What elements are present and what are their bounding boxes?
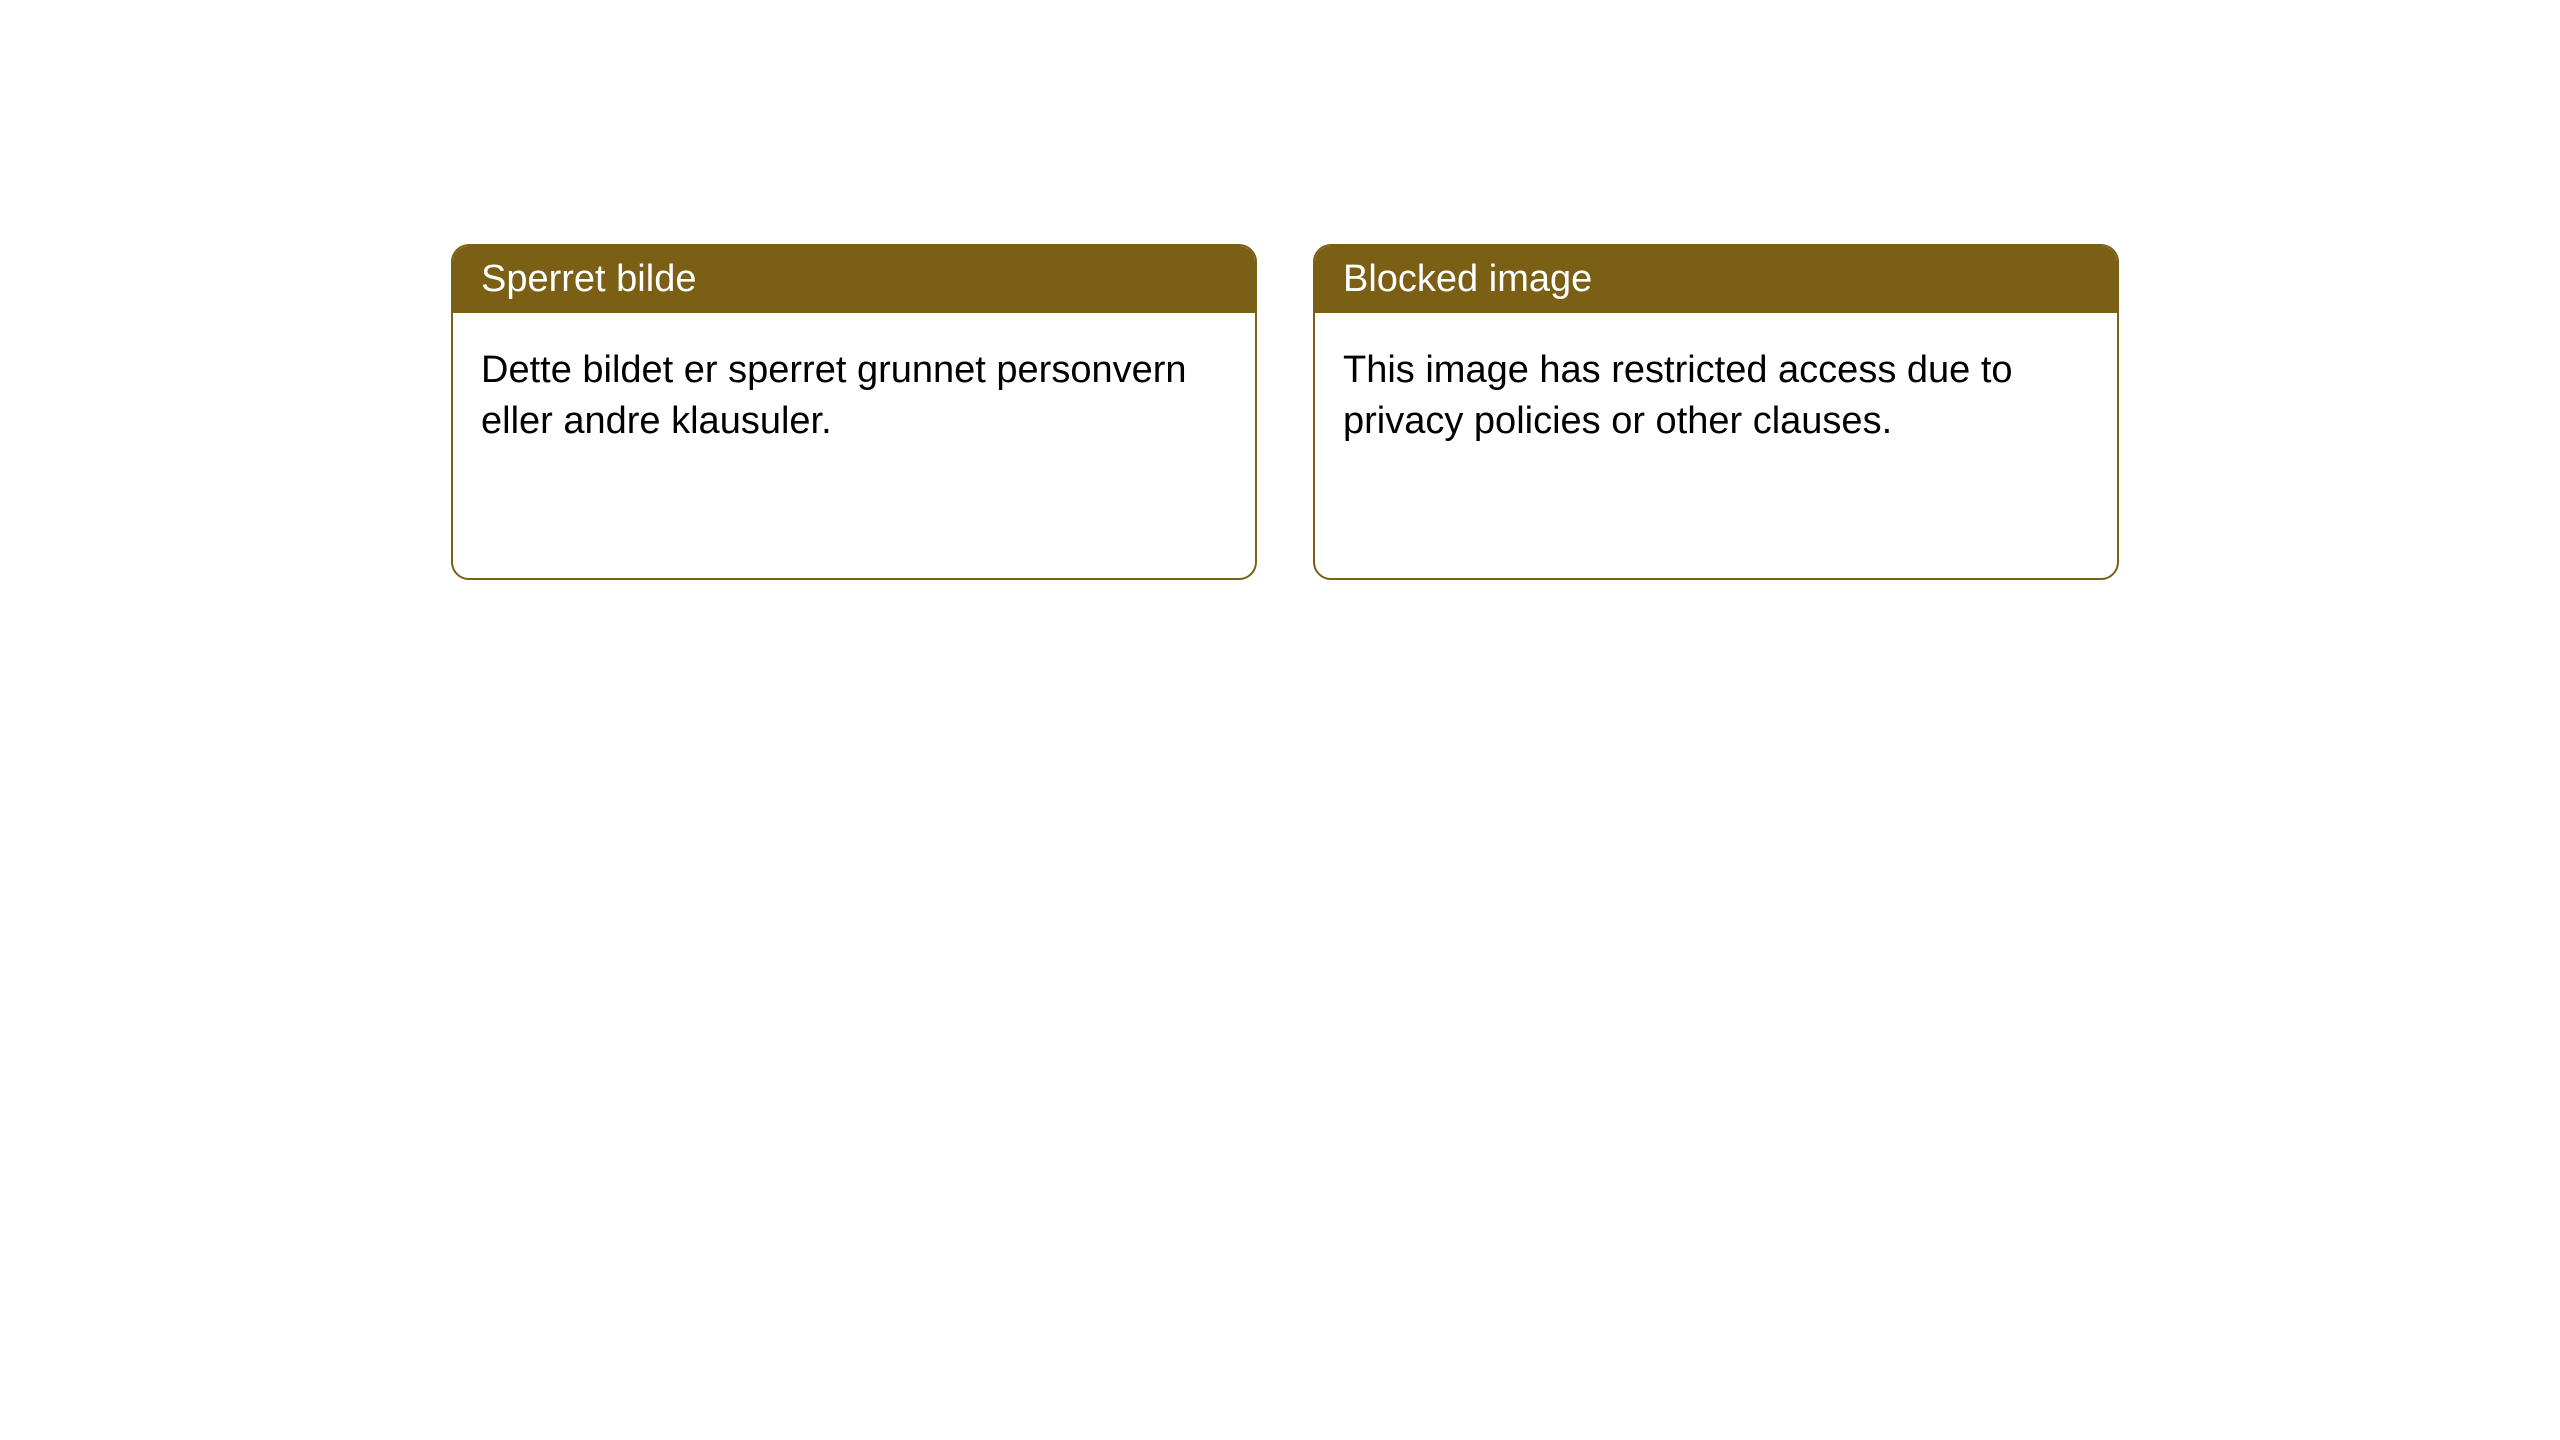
card-header-en: Blocked image [1315,246,2117,313]
card-title-no: Sperret bilde [481,258,696,300]
card-body-text-en: This image has restricted access due to … [1343,349,2013,442]
card-title-en: Blocked image [1343,258,1592,300]
card-container: Sperret bilde Dette bildet er sperret gr… [0,0,2560,580]
blocked-image-card-en: Blocked image This image has restricted … [1313,244,2119,580]
card-body-no: Dette bildet er sperret grunnet personve… [453,313,1255,480]
blocked-image-card-no: Sperret bilde Dette bildet er sperret gr… [451,244,1257,580]
card-body-en: This image has restricted access due to … [1315,313,2117,480]
card-header-no: Sperret bilde [453,246,1255,313]
card-body-text-no: Dette bildet er sperret grunnet personve… [481,349,1187,442]
